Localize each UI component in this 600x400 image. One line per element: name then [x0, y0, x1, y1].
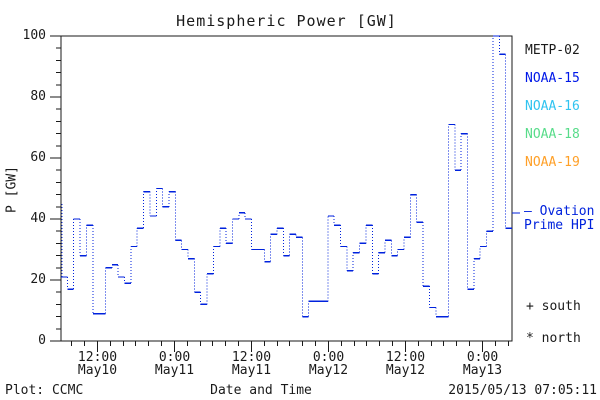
x-tick-date: May12 [308, 363, 349, 378]
x-tick-time: 0:00 [158, 350, 191, 365]
footer-plot-source: Plot: CCMC [5, 383, 84, 398]
x-tick-date: May12 [385, 363, 426, 378]
y-tick-label: 80 [30, 89, 46, 104]
y-axis-label: P [GW] [4, 166, 20, 213]
legend-item-noaa-19: NOAA-19 [525, 155, 580, 170]
x-tick-time: 12:00 [385, 350, 426, 365]
y-tick-label: 0 [38, 333, 46, 348]
x-tick-date: May11 [154, 363, 195, 378]
y-tick-label: 40 [30, 211, 46, 226]
ovation-prime-hpi-label: — Ovation Prime HPI [524, 204, 595, 234]
legend-item-noaa-15: NOAA-15 [525, 71, 580, 86]
footer-timestamp: 2015/05/13 07:05:11 [448, 383, 597, 398]
hemisphere-key-south: + south [526, 299, 581, 314]
y-tick-label: 100 [22, 28, 46, 43]
x-tick-date: May10 [77, 363, 118, 378]
x-tick-date: May11 [231, 363, 272, 378]
y-tick-label: 20 [30, 272, 46, 287]
legend-item-noaa-16: NOAA-16 [525, 99, 580, 114]
x-tick-time: 0:00 [312, 350, 345, 365]
plot-frame [60, 35, 513, 342]
x-tick-time: 0:00 [466, 350, 499, 365]
x-tick-time: 12:00 [77, 350, 118, 365]
chart-title: Hemispheric Power [GW] [176, 12, 397, 30]
x-tick-date: May13 [462, 363, 503, 378]
legend-item-metp-02: METP-02 [525, 43, 580, 58]
x-axis-title: Date and Time [210, 383, 312, 398]
y-tick-label: 60 [30, 150, 46, 165]
legend-item-noaa-18: NOAA-18 [525, 127, 580, 142]
hemisphere-key-north: * north [526, 331, 581, 346]
x-tick-time: 12:00 [231, 350, 272, 365]
